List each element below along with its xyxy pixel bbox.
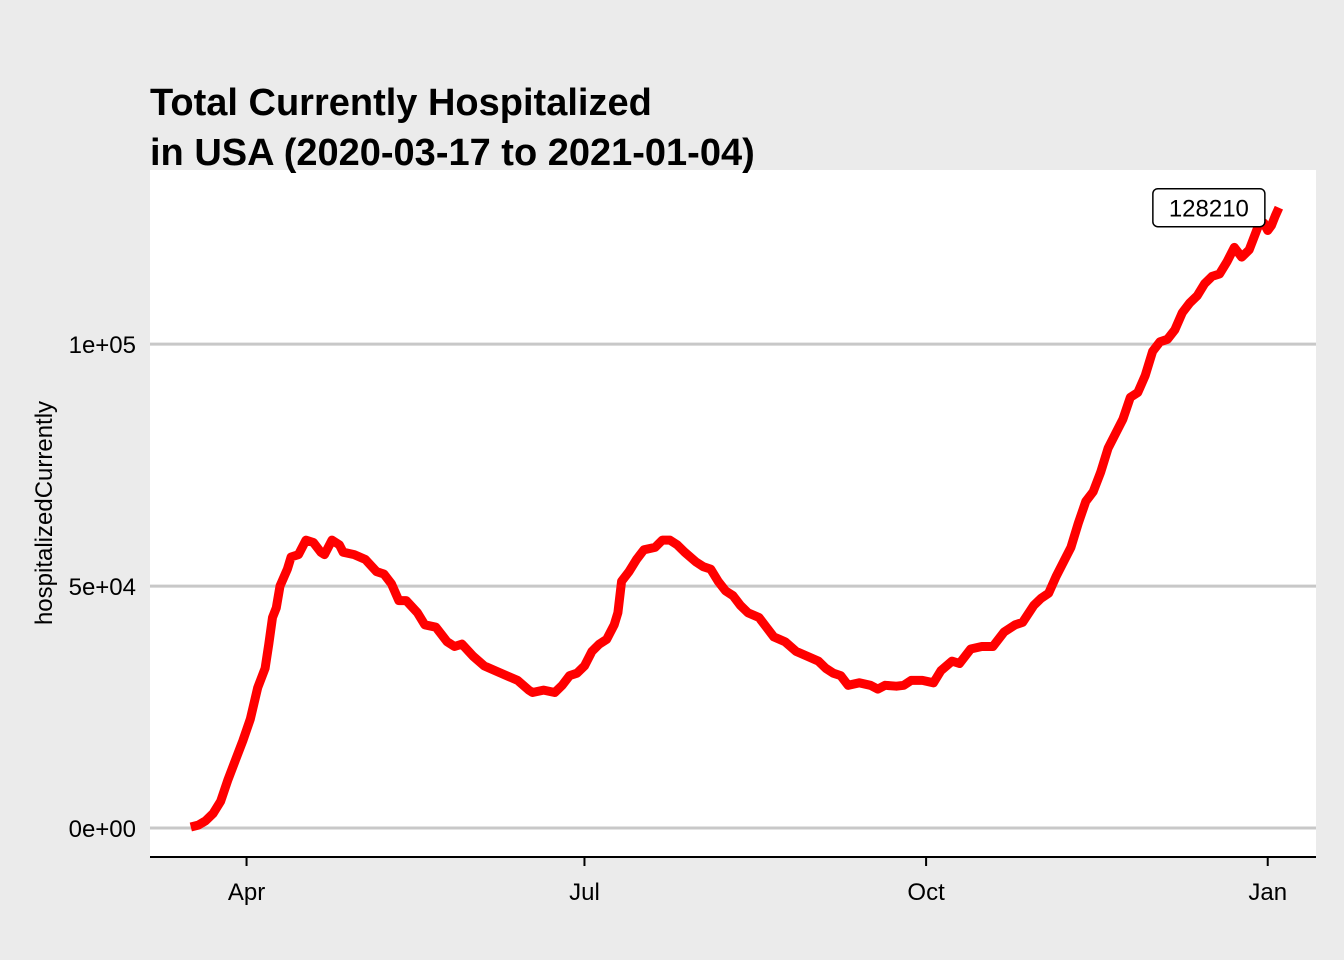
x-tick-label: Jan	[1248, 879, 1287, 906]
annotation-label: 128210	[1169, 196, 1249, 223]
plot-background	[150, 170, 1316, 857]
y-tick-label: 0e+00	[69, 816, 136, 843]
chart-title-line-2: in USA (2020-03-17 to 2021-01-04)	[150, 132, 755, 174]
x-tick-label: Jul	[569, 879, 600, 906]
x-tick-label: Oct	[907, 879, 945, 906]
y-axis-title: hospitalizedCurrently	[31, 401, 58, 625]
chart-title-line-1: Total Currently Hospitalized	[150, 82, 652, 124]
y-tick-label: 5e+04	[69, 574, 136, 601]
series-line	[189, 205, 1284, 832]
annotation-label-box	[1152, 187, 1266, 228]
x-tick-label: Apr	[228, 879, 265, 906]
y-tick-label: 1e+05	[69, 332, 136, 359]
